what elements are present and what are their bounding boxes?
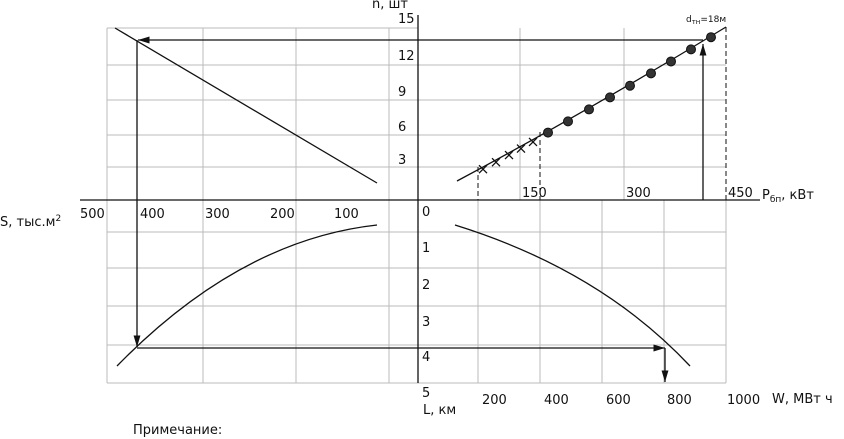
s-tick-label: 200 — [270, 207, 295, 222]
p-tick-label: 450 — [728, 186, 753, 201]
s-label: S, тыс.м — [0, 215, 55, 230]
l-axis-label: L, км — [423, 403, 456, 418]
dot-marker — [666, 56, 676, 67]
p-unit: , кВт — [781, 188, 814, 203]
s-tick-label: 100 — [334, 207, 359, 222]
l-tick-label: 3 — [422, 315, 430, 330]
dot-marker — [543, 127, 553, 138]
w-tick-label: 1000 — [727, 393, 760, 408]
dot-marker — [686, 44, 696, 55]
grid — [106, 27, 727, 384]
p-sub: бп — [770, 195, 782, 205]
dot-marker — [706, 32, 716, 43]
arrows — [133, 36, 707, 382]
n-tick-label: 15 — [398, 12, 415, 27]
ann-rest: =18м — [700, 15, 726, 25]
n-axis-label: n, шт — [372, 0, 408, 12]
note: Примечание: — [133, 423, 222, 438]
points — [478, 32, 716, 174]
ann-sub: тн — [692, 18, 701, 26]
l-tick-label: 5 — [422, 386, 430, 401]
l-tick-label: 1 — [422, 241, 430, 256]
dot-marker — [625, 80, 635, 91]
n-tick-label: 12 — [398, 49, 415, 64]
p-label: P — [762, 188, 770, 203]
ann-text: d — [686, 15, 692, 25]
s-tick-label: 300 — [205, 207, 230, 222]
w-tick-label: 200 — [482, 393, 507, 408]
cross-marker — [491, 157, 501, 167]
w-tick-label: 400 — [544, 393, 569, 408]
cross-marker — [516, 144, 526, 153]
l-tick-label: 0 — [422, 205, 430, 220]
p-axis-label: Pбп, кВт — [762, 188, 814, 205]
dot-marker — [605, 92, 615, 103]
l-tick-label: 4 — [422, 350, 430, 365]
cross-marker — [504, 150, 514, 160]
n-tick-label: 6 — [398, 120, 406, 135]
l-tick-label: 2 — [422, 278, 430, 293]
dot-marker — [563, 116, 573, 127]
s-axis-label: S, тыс.м2 — [0, 214, 61, 230]
p-tick-label: 300 — [626, 186, 651, 201]
s-tick-label: 500 — [80, 207, 105, 222]
cross-marker — [528, 137, 538, 147]
cross-marker — [478, 164, 488, 174]
w-tick-label: 600 — [606, 393, 631, 408]
w-axis-label: W, МВт ч — [772, 392, 833, 407]
s-sup: 2 — [55, 214, 61, 224]
axes — [80, 15, 760, 383]
dot-marker — [584, 104, 594, 115]
dot-marker — [646, 68, 656, 79]
p-tick-label: 150 — [522, 186, 547, 201]
w-tick-label: 800 — [667, 393, 692, 408]
annotation: dтн=18м — [686, 15, 726, 26]
s-tick-label: 400 — [140, 207, 165, 222]
n-tick-label: 9 — [398, 85, 406, 100]
n-tick-label: 3 — [398, 153, 406, 168]
dashed-guides — [477, 27, 727, 200]
